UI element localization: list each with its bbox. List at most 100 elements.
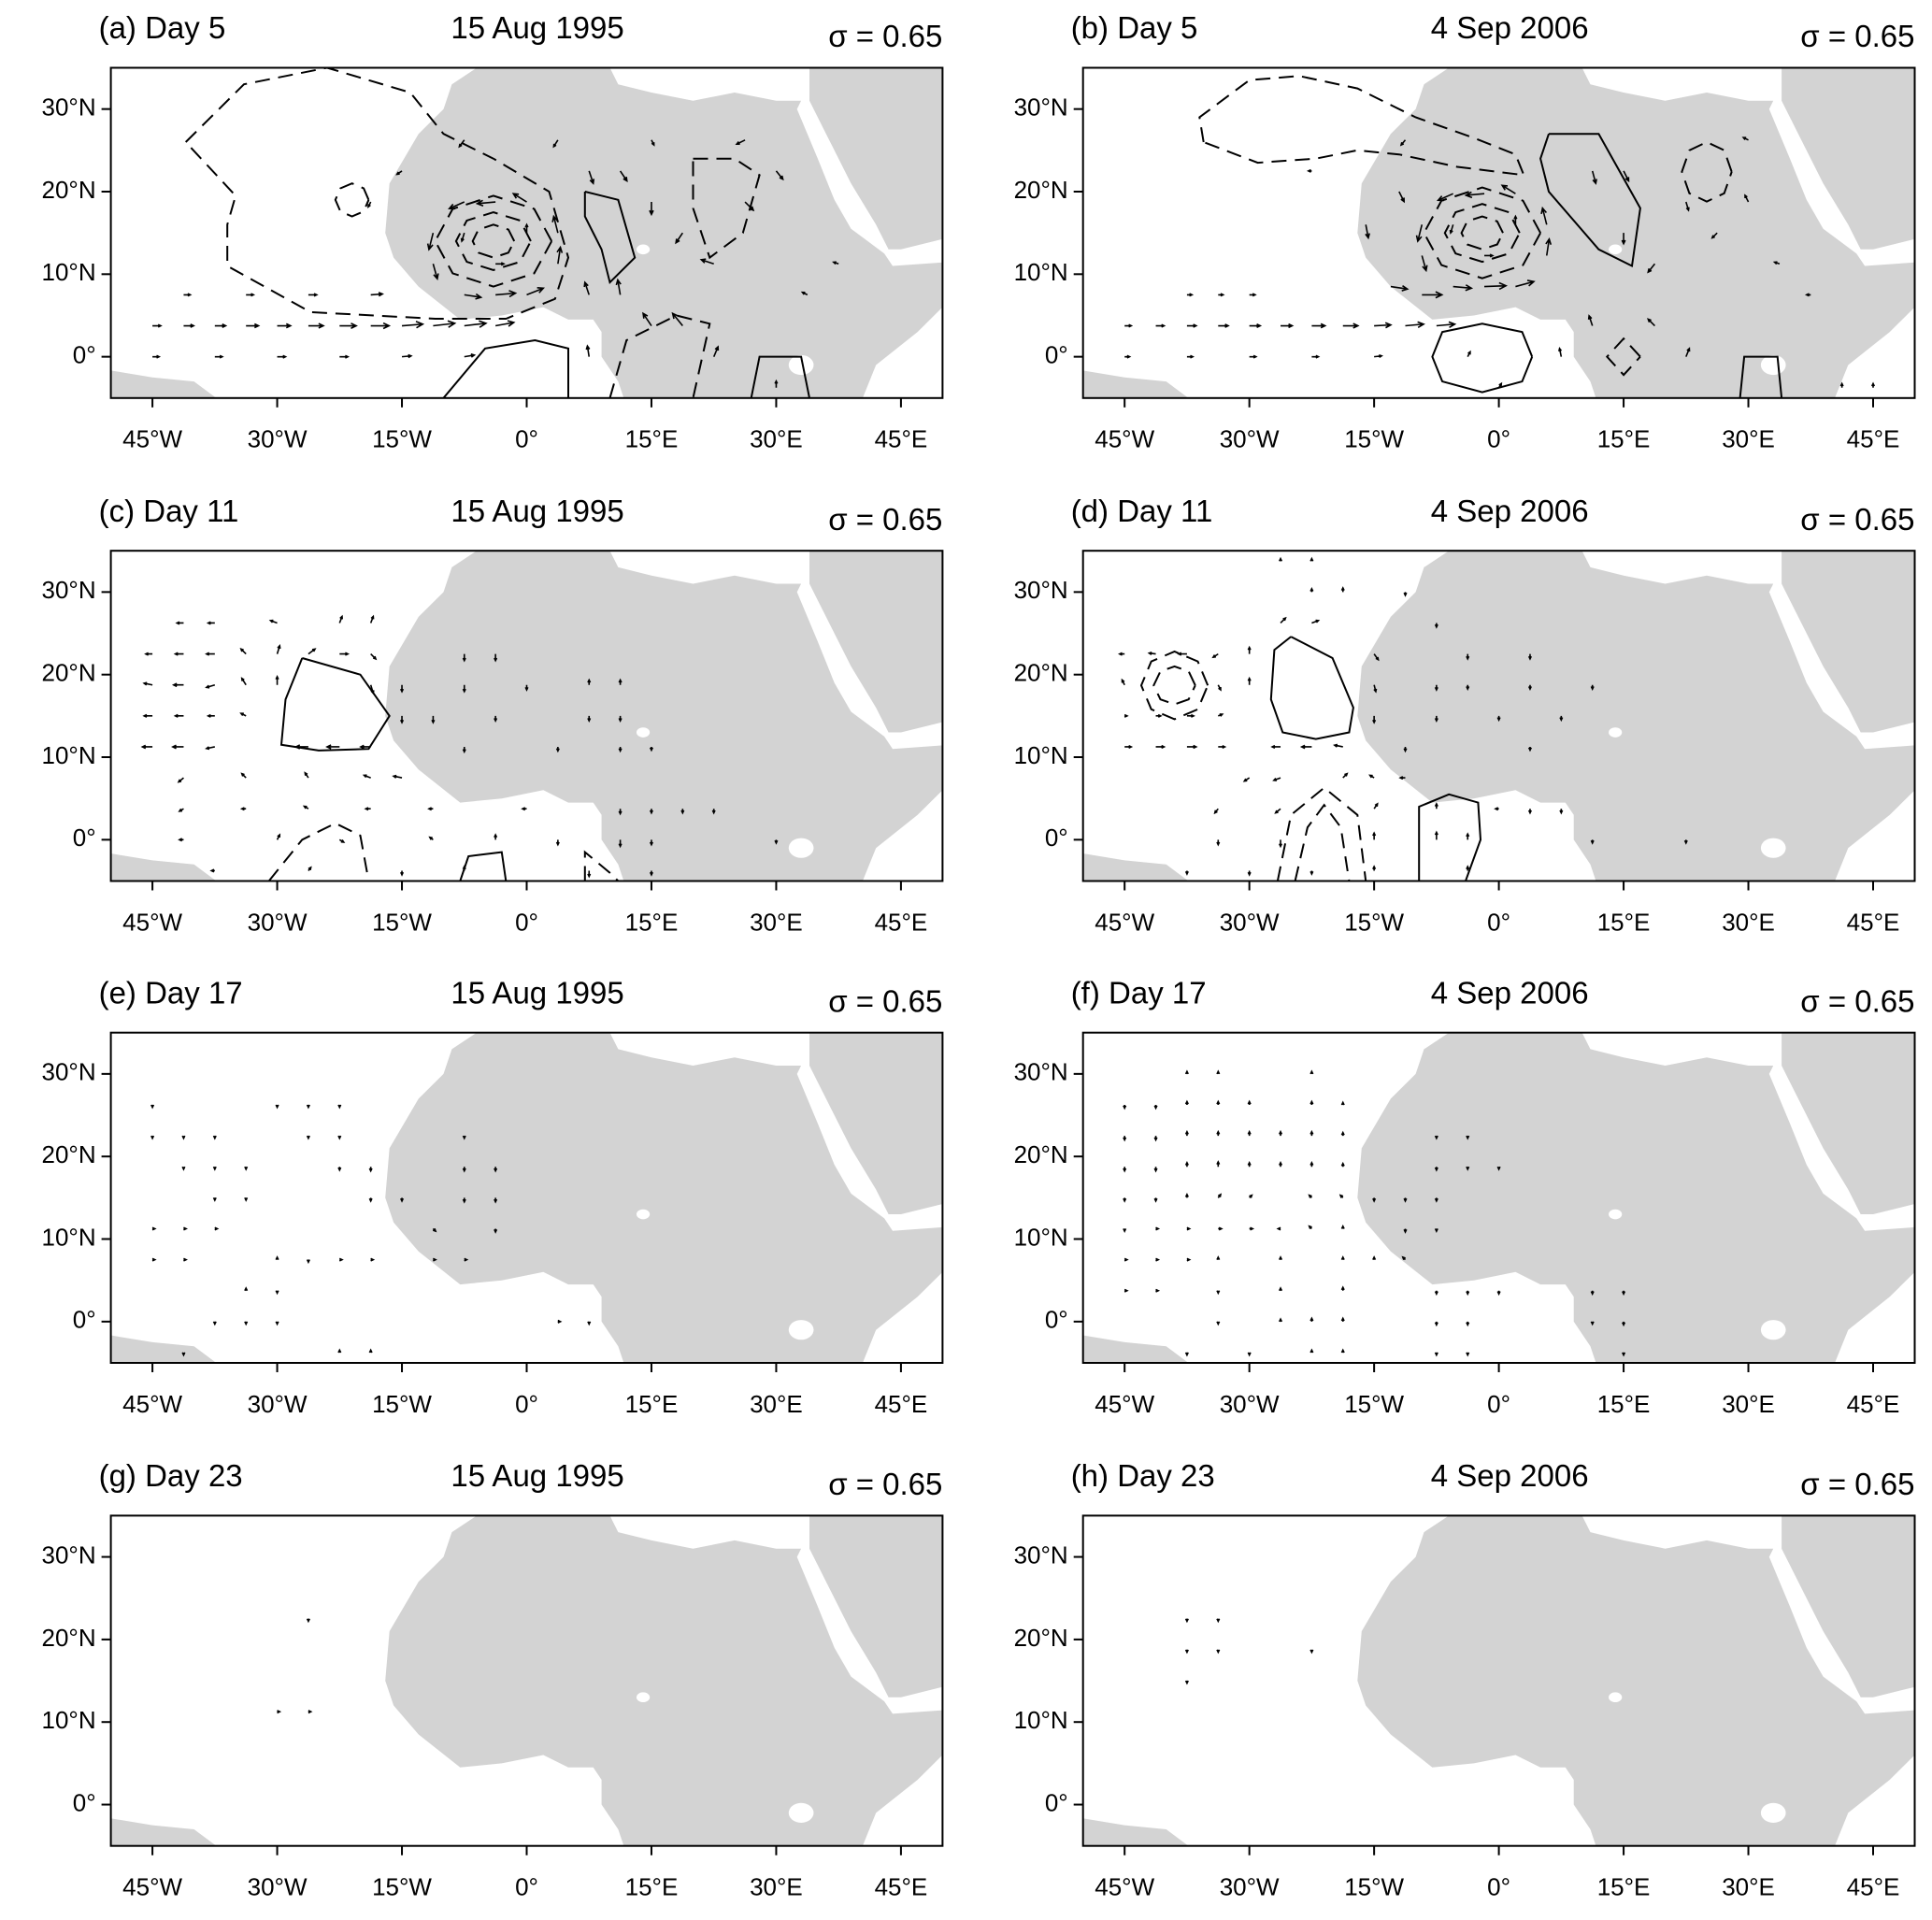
wind-vector — [1466, 832, 1470, 840]
wind-vector — [1217, 1193, 1223, 1198]
panel: 45°W 30°W 15°W 0° 15°E 30°E 45°E 0° 10°N 20°N 30°N… — [1014, 10, 1916, 453]
y-tick-label: 0° — [73, 1788, 96, 1816]
wind-vector — [339, 652, 351, 656]
x-tick-label: 45°E — [1847, 1873, 1900, 1901]
y-tick-label: 30°N — [1014, 576, 1068, 604]
wind-vector — [1513, 214, 1518, 225]
contour — [1269, 636, 1354, 740]
wind-vector — [555, 839, 560, 847]
wind-vector — [1340, 1161, 1345, 1168]
sigma-label: σ = 0.65 — [1800, 983, 1914, 1018]
wind-vector — [1373, 802, 1379, 810]
wind-vector — [494, 833, 498, 840]
x-tick-label: 30°W — [1220, 1390, 1280, 1418]
wind-vector — [1155, 323, 1166, 328]
wind-vector — [339, 322, 358, 329]
wind-vector — [337, 1348, 342, 1354]
wind-vector — [1373, 684, 1378, 694]
wind-vector — [1123, 1197, 1127, 1203]
contour — [1276, 786, 1367, 881]
wind-vector — [583, 280, 590, 295]
wind-vector — [1436, 321, 1457, 328]
wind-vector — [649, 870, 653, 877]
contour — [1294, 803, 1351, 881]
wind-vector — [308, 866, 312, 871]
wind-vector — [1340, 1316, 1345, 1322]
wind-vector — [1685, 347, 1691, 357]
wind-vector — [1155, 1257, 1161, 1262]
x-tick-label: 15°E — [625, 1390, 679, 1418]
wind-vector — [552, 139, 559, 149]
contour — [1443, 203, 1521, 264]
wind-vector — [511, 193, 527, 203]
wind-vector — [173, 713, 184, 718]
wind-vector — [400, 715, 405, 724]
wind-vector — [1464, 191, 1485, 199]
wind-vector — [306, 1259, 310, 1265]
wind-vector — [240, 677, 247, 686]
wind-vector — [1741, 136, 1749, 141]
wind-vector — [1124, 323, 1134, 328]
wind-vector — [462, 746, 466, 754]
land — [809, 1032, 943, 1214]
lake — [788, 354, 814, 376]
x-tick-label: 15°E — [625, 425, 679, 453]
wind-vector — [306, 1104, 310, 1110]
wind-vector — [1422, 291, 1444, 299]
wind-vector — [1249, 1226, 1255, 1231]
wind-vector — [144, 652, 153, 656]
wind-vector — [1216, 1129, 1221, 1137]
lake — [636, 1692, 651, 1703]
lake — [1609, 244, 1623, 255]
wind-vector — [1249, 1194, 1253, 1198]
land — [110, 370, 217, 398]
x-tick-label: 15°W — [372, 425, 432, 453]
land — [110, 1818, 217, 1846]
wind-vector — [1216, 1290, 1221, 1296]
wind-vector — [150, 1104, 155, 1110]
wind-vector — [1399, 139, 1407, 147]
x-tick-label: 45°E — [1847, 908, 1900, 936]
wind-vector — [1685, 201, 1690, 212]
wind-vector — [494, 715, 498, 723]
wind-vector — [339, 354, 351, 359]
wind-vector — [395, 170, 403, 176]
y-tick-label: 20°N — [42, 176, 96, 204]
lake — [1760, 1320, 1786, 1340]
wind-vector — [1515, 279, 1536, 288]
x-tick-label: 15°E — [1597, 908, 1651, 936]
wind-vector — [775, 170, 784, 181]
wind-vector — [306, 1135, 310, 1140]
wind-vector — [370, 292, 384, 297]
wind-vector — [1218, 744, 1227, 749]
wind-vector — [1309, 1099, 1314, 1105]
y-tick-label: 20°N — [1014, 1624, 1068, 1652]
wind-vector — [1242, 777, 1251, 782]
contour — [1539, 133, 1641, 268]
wind-vector — [1184, 1618, 1189, 1624]
wind-vector — [1299, 744, 1312, 750]
wind-vector — [618, 746, 623, 753]
wind-vector — [392, 774, 403, 779]
map-area — [110, 1032, 943, 1363]
wind-vector — [774, 839, 779, 845]
wind-vector — [1590, 684, 1595, 691]
contour — [279, 657, 391, 752]
land — [1782, 1032, 1915, 1214]
x-tick-label: 15°W — [372, 1873, 432, 1901]
wind-vector — [1247, 1352, 1252, 1357]
y-tick-label: 10°N — [1014, 741, 1068, 769]
wind-vector — [1216, 1321, 1221, 1326]
wind-vector — [1124, 354, 1132, 359]
lake — [636, 1209, 651, 1220]
wind-vector — [401, 353, 413, 359]
wind-vector — [1186, 354, 1195, 359]
wind-vector — [464, 293, 483, 300]
wind-vector — [1184, 1129, 1189, 1137]
wind-vector — [1403, 592, 1408, 597]
wind-vector — [276, 833, 281, 840]
wind-vector — [1590, 1290, 1595, 1297]
wind-vector — [1557, 347, 1563, 357]
wind-vector — [1401, 1255, 1407, 1261]
x-tick-label: 45°E — [1847, 1390, 1900, 1418]
